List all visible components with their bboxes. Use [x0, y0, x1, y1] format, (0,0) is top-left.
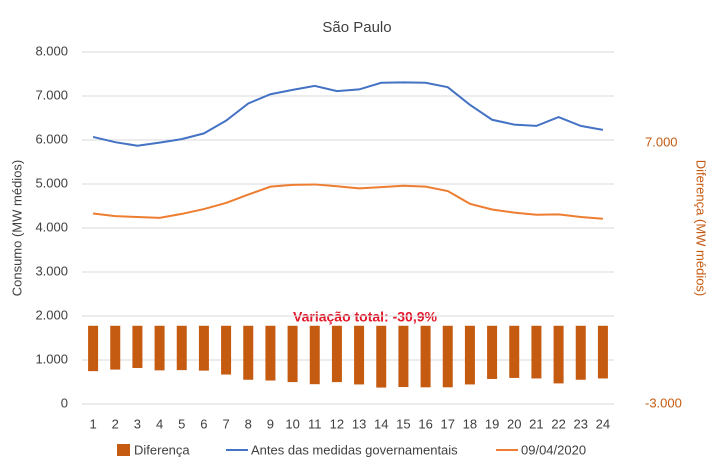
chart-title: São Paulo [322, 19, 391, 36]
x-tick-label: 16 [418, 416, 432, 431]
legend-label: 09/04/2020 [521, 442, 586, 457]
bar [176, 325, 187, 371]
x-tick-label: 8 [245, 416, 252, 431]
bar [265, 325, 276, 381]
y-tick-label: 8.000 [35, 43, 68, 58]
x-tick-label: 3 [134, 416, 141, 431]
x-tick-label: 14 [374, 416, 388, 431]
y-tick-label: 2.000 [35, 307, 68, 322]
x-tick-label: 15 [396, 416, 410, 431]
x-tick-label: 23 [574, 416, 588, 431]
x-tick-label: 19 [485, 416, 499, 431]
legend-label: Antes das medidas governamentais [251, 442, 458, 457]
line [92, 81, 604, 147]
y-tick-label: 1.000 [35, 351, 68, 366]
x-tick-label: 12 [330, 416, 344, 431]
x-tick-label: 21 [529, 416, 543, 431]
y2-axis-title: Diferença (MW médios) [694, 160, 709, 297]
line [92, 183, 603, 220]
bar [487, 325, 498, 379]
y-tick-label: 5.000 [35, 175, 68, 190]
x-tick-label: 22 [551, 416, 565, 431]
x-tick-label: 17 [441, 416, 455, 431]
bar [331, 325, 342, 383]
x-tick-label: 5 [178, 416, 185, 431]
y-axis-title: Consumo (MW médios) [9, 160, 24, 297]
y-tick-label: 6.000 [35, 131, 68, 146]
x-tick-label: 18 [463, 416, 477, 431]
x-tick-label: 11 [308, 416, 322, 431]
bar [154, 325, 165, 371]
x-tick-label: 9 [267, 416, 274, 431]
x-tick-label: 10 [285, 416, 299, 431]
bar [287, 325, 298, 383]
annotation: Variação total: -30,9% [293, 309, 438, 325]
y-tick-label: 4.000 [35, 219, 68, 234]
bar [509, 325, 520, 378]
bar [376, 325, 387, 388]
bar [464, 325, 475, 385]
x-tick-label: 7 [222, 416, 229, 431]
bar [243, 325, 254, 380]
bar [198, 325, 209, 371]
x-tick-label: 6 [200, 416, 207, 431]
bar [398, 325, 409, 388]
bar [597, 325, 608, 379]
bar [420, 325, 431, 388]
x-tick-label: 1 [89, 416, 96, 431]
legend-swatch [117, 444, 130, 456]
x-tick-label: 20 [507, 416, 521, 431]
bar [309, 325, 320, 385]
y-tick-label: 0 [61, 395, 68, 410]
bar [553, 325, 564, 384]
y-tick-label: 3.000 [35, 263, 68, 278]
y2-tick-label: 7.000 [645, 135, 678, 150]
bar [575, 325, 586, 380]
bar [531, 325, 542, 379]
bar [442, 325, 453, 388]
y-tick-label: 7.000 [35, 87, 68, 102]
x-tick-label: 24 [596, 416, 610, 431]
legend-label: Diferença [134, 442, 190, 457]
bar [88, 325, 99, 372]
x-tick-label: 4 [156, 416, 163, 431]
bar [110, 325, 121, 370]
x-tick-label: 13 [352, 416, 366, 431]
x-tick-label: 2 [112, 416, 119, 431]
y2-tick-label: -3.000 [645, 395, 682, 410]
bar [221, 325, 232, 375]
bar [132, 325, 143, 369]
bar [354, 325, 365, 385]
